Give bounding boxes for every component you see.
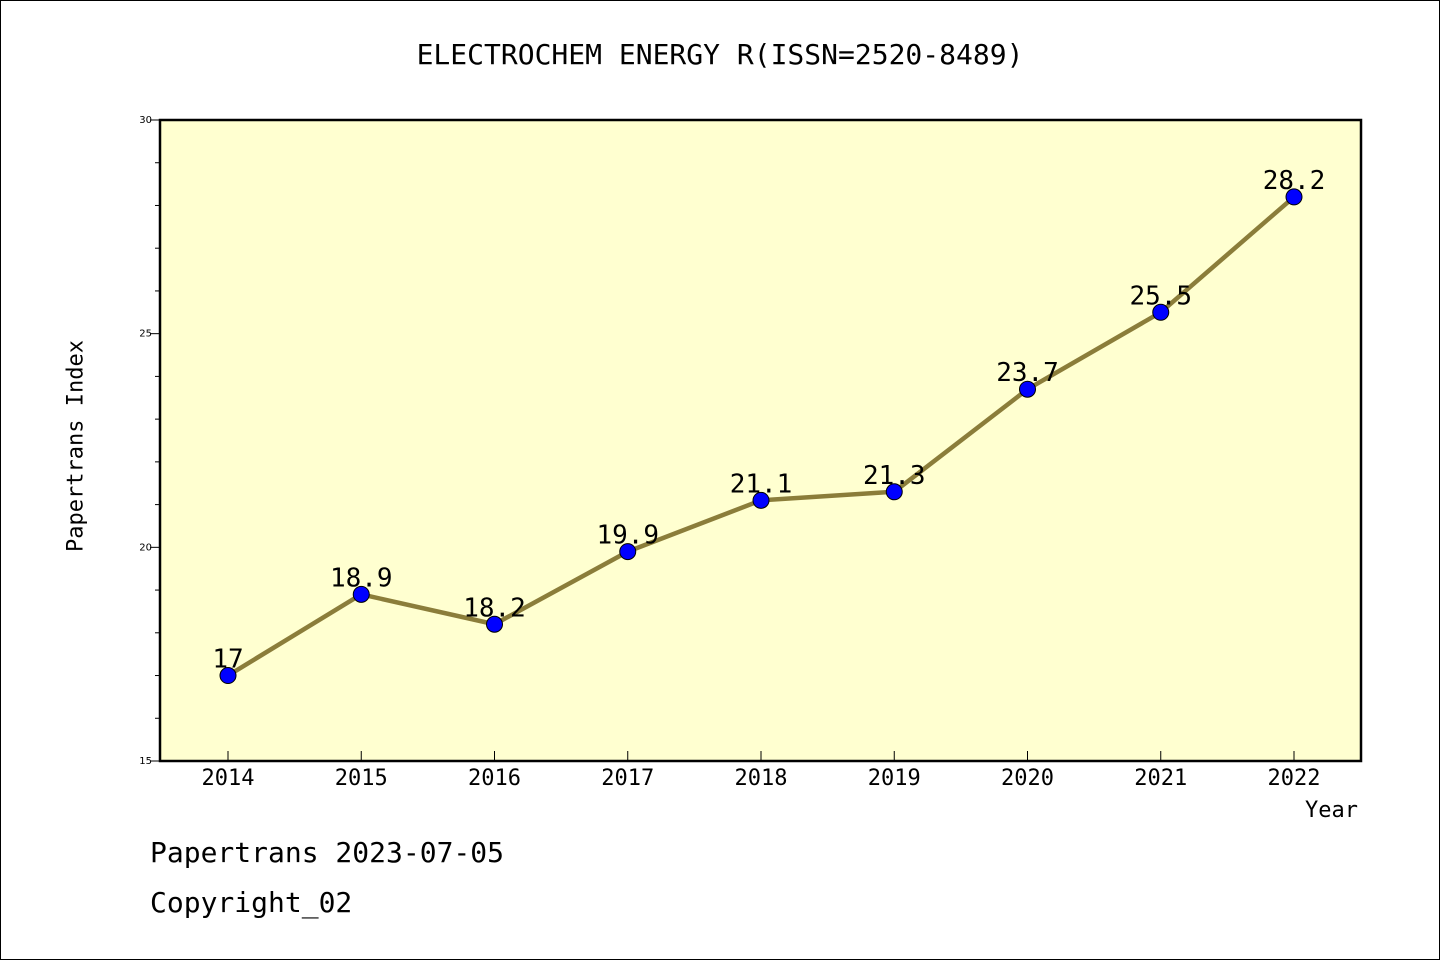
x-axis-label: Year [1305, 798, 1358, 823]
data-label: 23.7 [996, 358, 1059, 388]
x-tick-label: 2020 [1001, 766, 1054, 791]
data-point [352, 585, 370, 603]
y-tick-label: 25 [139, 329, 152, 340]
x-tick-label: 2018 [735, 766, 788, 791]
data-point [885, 483, 903, 501]
y-tick-label: 20 [139, 542, 152, 553]
data-point [752, 491, 770, 509]
y-tick-label: 30 [139, 115, 152, 126]
x-tick-label: 2022 [1268, 766, 1321, 791]
data-point [1152, 303, 1170, 321]
data-label: 21.3 [863, 461, 926, 491]
data-point [219, 667, 237, 685]
x-tick-label: 2014 [202, 766, 255, 791]
data-label: 18.9 [330, 563, 393, 593]
y-tick-label: 15 [139, 756, 152, 767]
x-tick-label: 2021 [1134, 766, 1187, 791]
x-tick-label: 2019 [868, 766, 921, 791]
data-point [486, 615, 503, 633]
data-point [1285, 188, 1303, 206]
x-tick-label: 2015 [335, 766, 388, 791]
data-label: 18.2 [463, 593, 526, 623]
data-label: 21.1 [730, 469, 793, 499]
data-label: 28.2 [1263, 166, 1326, 196]
data-point [619, 543, 637, 561]
x-tick-label: 2016 [468, 766, 521, 791]
plot-area [158, 118, 1363, 763]
data-label: 25.5 [1129, 281, 1192, 311]
footer-copyright: Copyright_02 [150, 886, 353, 919]
chart-title: ELECTROCHEM ENERGY R(ISSN=2520-8489) [416, 38, 1024, 71]
data-label: 17 [212, 645, 243, 675]
data-point [1019, 380, 1036, 398]
data-label: 19.9 [596, 521, 659, 551]
footer-source: Papertrans 2023-07-05 [150, 836, 505, 869]
x-tick-label: 2017 [601, 766, 654, 791]
